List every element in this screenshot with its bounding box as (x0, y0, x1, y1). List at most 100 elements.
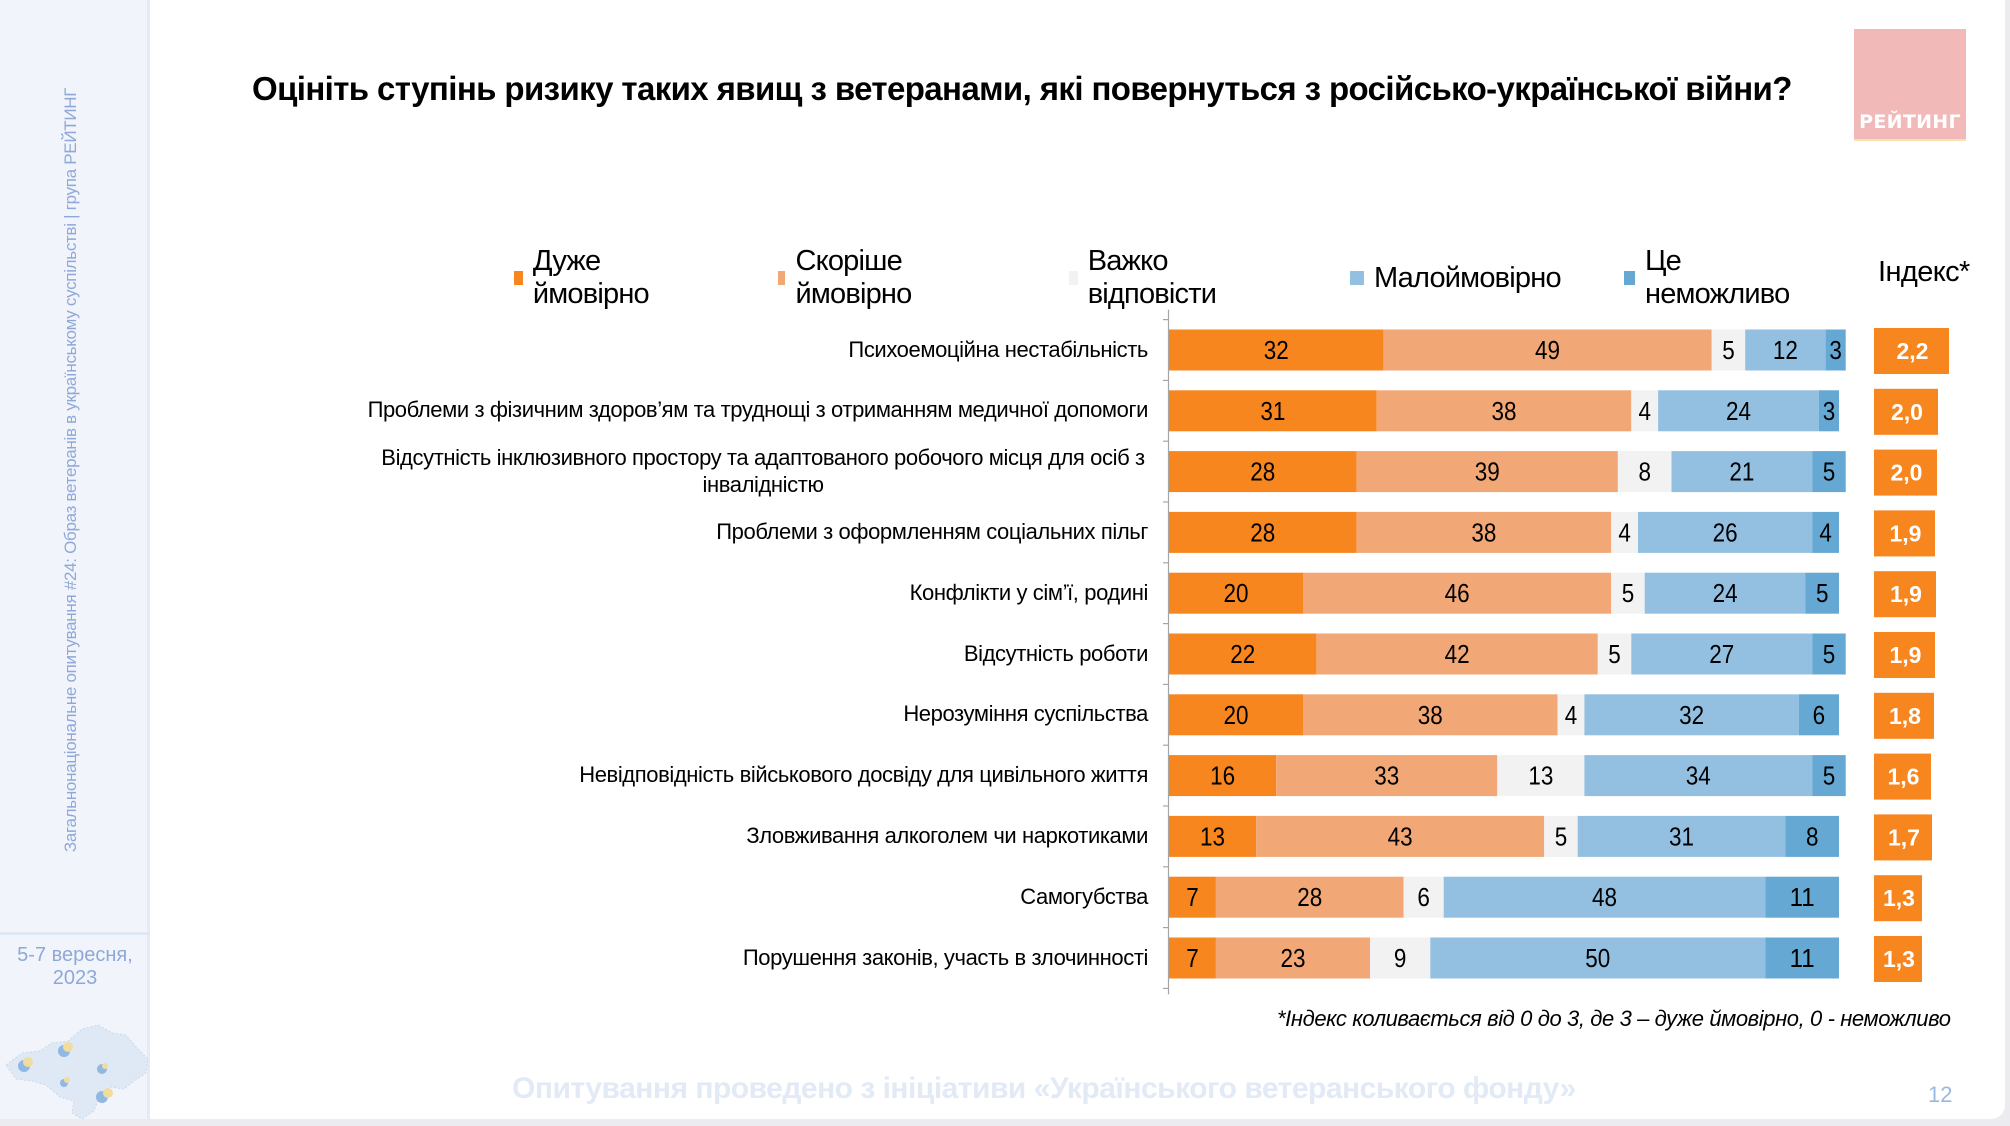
bar-value-label: 5 (1722, 335, 1735, 365)
bar-segment (1383, 329, 1712, 371)
bar-segment (1798, 694, 1839, 736)
bar-value-label: 28 (1297, 882, 1322, 912)
bar-value-label: 5 (1622, 578, 1635, 608)
bar-value-label: 43 (1388, 821, 1413, 851)
category-label-line: Проблеми з оформленням соціальних пільг (716, 518, 1148, 544)
index-badge (1874, 936, 1922, 982)
index-column-header: Індекс* (1878, 256, 1970, 288)
index-badge (1874, 388, 1938, 435)
legend-item: Малоймовірно (1350, 258, 1562, 298)
bar-segment (1169, 633, 1317, 675)
category-label: Психоемоційна нестабільність (328, 336, 1148, 363)
bar-value-label: 11 (1790, 943, 1815, 973)
bar-value-label: 5 (1555, 821, 1568, 851)
sidebar: Загальнонаціональне опитування #24: Обра… (0, 0, 150, 1119)
bar-value-label: 11 (1790, 882, 1815, 912)
bar-segment (1577, 815, 1786, 857)
bar-segment (1403, 876, 1444, 918)
index-badge (1874, 875, 1922, 922)
bar-value-label: 46 (1445, 578, 1470, 608)
bar-segment (1611, 511, 1638, 553)
index-value: 1,6 (1888, 764, 1920, 790)
legend-item: Скоріше ймовірно (778, 245, 918, 310)
index-badge (1874, 632, 1935, 678)
bar-segment (1765, 876, 1839, 918)
bar-segment (1430, 937, 1766, 979)
bar-value-label: 23 (1280, 943, 1305, 973)
bar-segment (1711, 329, 1746, 371)
legend-label: Це неможливо (1645, 245, 1790, 310)
bar-segment (1169, 694, 1303, 736)
index-value: 2,2 (1897, 338, 1929, 364)
category-labels: Психоемоційна нестабільність Проблеми з ф… (328, 0, 1149, 1119)
bar-segment (1316, 633, 1598, 675)
bar-value-label: 7 (1186, 943, 1199, 973)
bar-segment (1584, 694, 1799, 736)
index-value: 1,8 (1889, 703, 1921, 729)
index-badge (1874, 753, 1931, 800)
legend-swatch (1624, 271, 1635, 285)
bar-value-label: 6 (1813, 700, 1826, 730)
bar-segment (1376, 390, 1632, 432)
bar-value-label: 32 (1679, 700, 1704, 730)
bar-segment (1215, 937, 1370, 979)
bar-segment (1497, 755, 1585, 797)
bar-value-label: 20 (1224, 700, 1249, 730)
bar-value-label: 4 (1565, 700, 1578, 730)
bar-segment (1644, 572, 1806, 614)
legend-swatch (778, 271, 786, 285)
bar-segment (1169, 390, 1377, 432)
bar-segment (1812, 451, 1846, 493)
bar-value-label: 32 (1264, 335, 1289, 365)
category-label-line: Конфлікти у сім’ї, родині (909, 579, 1149, 605)
survey-initiative-note: Опитування проведено з ініціативи «Украї… (512, 1072, 1576, 1105)
bar-segment (1303, 694, 1558, 736)
survey-date: 5-7 вересня, 2023 (0, 944, 150, 990)
bar-value-label: 34 (1686, 761, 1711, 791)
bar-value-label: 5 (1816, 578, 1829, 608)
legend-swatch (1069, 271, 1078, 285)
bar-segment (1825, 329, 1846, 371)
index-value: 1,9 (1890, 642, 1922, 668)
bar-segment (1169, 755, 1277, 797)
bar-value-label: 4 (1819, 517, 1832, 547)
rating-logo: РЕЙТИНГ (1854, 29, 1966, 141)
category-label: Порушення законів, участь в злочинності (328, 944, 1149, 971)
bar-segment (1303, 572, 1612, 614)
legend-label: Скоріше ймовірно (795, 245, 912, 310)
index-badge (1874, 814, 1932, 861)
legend-swatch (1350, 271, 1364, 285)
category-label: Нерозуміння суспільства (328, 700, 1148, 727)
bar-segment (1256, 815, 1545, 857)
category-label: Самогубства (328, 883, 1148, 910)
index-footnote: *Індекс коливається від 0 до 3, де 3 – д… (1277, 1006, 1951, 1031)
bar-segment (1805, 572, 1839, 614)
bar-segment (1169, 451, 1357, 493)
category-label: Відсутність роботи (328, 640, 1149, 667)
index-badge (1874, 692, 1934, 739)
bar-segment (1658, 390, 1819, 432)
index-value: 2,0 (1891, 460, 1923, 486)
bar-value-label: 38 (1492, 396, 1517, 426)
bar-value-label: 33 (1374, 761, 1399, 791)
legend-swatch (514, 271, 523, 285)
legend-label: Малоймовірно (1374, 261, 1562, 294)
category-label: Зловживання алкоголем чи наркотиками (328, 822, 1148, 849)
index-badge (1874, 328, 1949, 374)
bar-segment (1617, 451, 1672, 493)
category-label: Проблеми з оформленням соціальних пільг (328, 518, 1148, 545)
bar-value-label: 26 (1713, 517, 1738, 547)
bar-value-label: 4 (1638, 396, 1651, 426)
bar-segment (1169, 876, 1216, 918)
bar-value-label: 48 (1592, 882, 1617, 912)
bar-segment (1215, 876, 1404, 918)
index-value: 1,9 (1890, 581, 1922, 607)
bar-value-label: 21 (1729, 457, 1754, 487)
category-label-line: Відсутність інклюзивного простору та ада… (381, 444, 1145, 470)
page-number: 12 (1928, 1082, 1953, 1107)
legend-item: Дуже ймовірно (514, 245, 654, 310)
bar-value-label: 42 (1445, 639, 1470, 669)
bar-value-label: 13 (1200, 821, 1225, 851)
bar-value-label: 7 (1186, 882, 1199, 912)
